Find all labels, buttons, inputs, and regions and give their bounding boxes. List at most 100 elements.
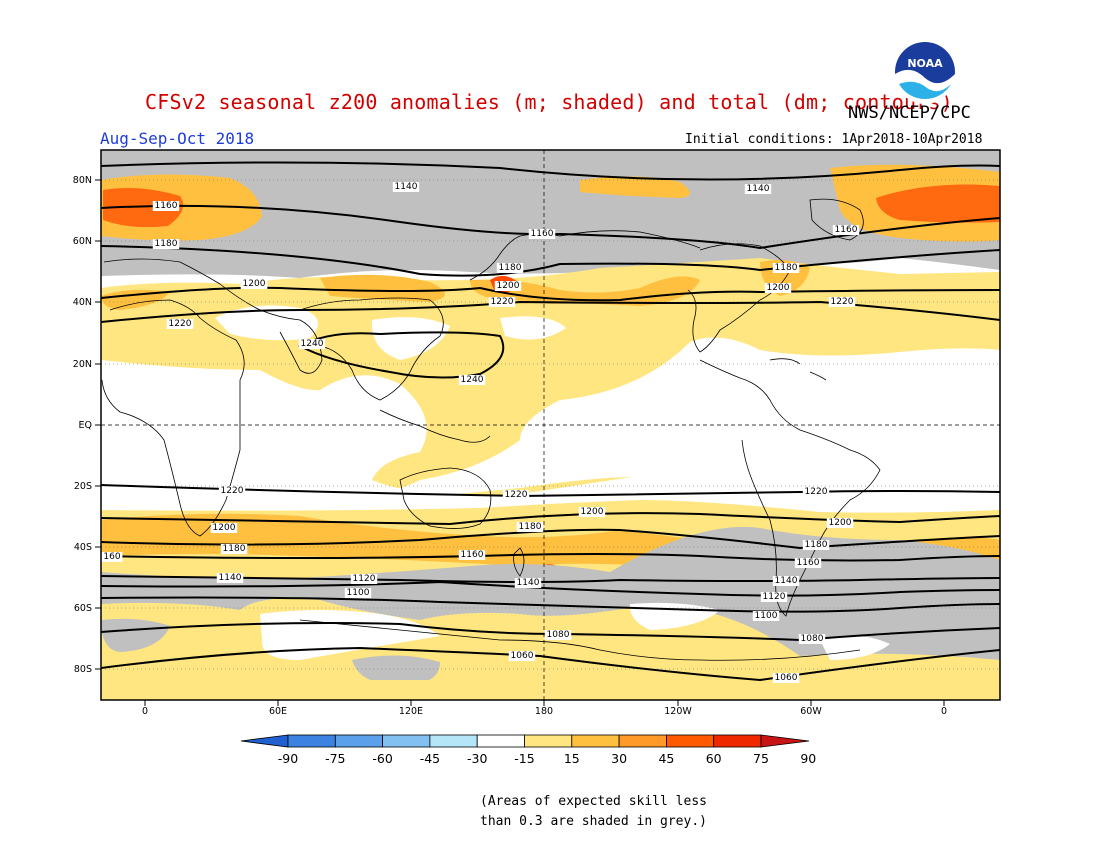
colorbar-swatch	[287, 734, 336, 748]
colorbar-swatch	[666, 734, 715, 748]
lat-label: 20N	[73, 359, 92, 370]
colorbar-tick-label: 75	[753, 751, 769, 766]
noaa-logo-text: NOAA	[907, 57, 943, 70]
colorbar-swatch	[476, 734, 525, 748]
contour-label-bg	[794, 558, 822, 568]
contour-label-bg	[344, 588, 372, 598]
contour-label: 160	[103, 552, 120, 562]
longitude-axis: 0 60E 120E 180 120W 60W 0	[142, 700, 947, 717]
contour-label: 1140	[747, 184, 770, 194]
lon-label: 0	[142, 706, 148, 717]
contour-label-bg	[508, 651, 536, 661]
contour-label: 1160	[835, 225, 858, 235]
contour-label-bg	[772, 576, 800, 586]
contour-label-bg	[516, 522, 544, 532]
contour-label: 1180	[519, 522, 542, 532]
contour-1060-south	[101, 646, 1000, 682]
contour-label: 1100	[755, 611, 778, 621]
colorbar-swatch	[524, 734, 573, 748]
contour-1220-south	[101, 484, 1000, 498]
latitude-axis: 80N 60N 40N 20N EQ 20S 40S 60S 80S	[73, 175, 101, 675]
colorbar-swatch	[713, 734, 762, 748]
contour-label-bg	[760, 592, 788, 602]
contour-label-bg	[494, 281, 522, 291]
orange-arctic	[580, 176, 690, 198]
contour-label: 1120	[353, 574, 376, 584]
colorbar: -90 -75 -60 -45 -30 -15 15 30 45 60 75 90	[240, 734, 816, 766]
contour-label-bg	[488, 297, 516, 307]
contour-label: 1080	[547, 630, 570, 640]
contour-label: 1100	[347, 588, 370, 598]
contour-label-bg	[772, 263, 800, 273]
contour-label-bg	[528, 229, 556, 239]
yellow-antarctic	[101, 680, 1000, 700]
lon-label: 120E	[399, 706, 423, 717]
red-atlantic-n	[876, 184, 1000, 223]
contour-label: 1180	[223, 544, 246, 554]
contour-label-bg	[298, 339, 326, 349]
colorbar-tick-label: -90	[278, 751, 298, 766]
contour-label: 1160	[531, 229, 554, 239]
contour-label: 1200	[767, 283, 790, 293]
contour-label: 1220	[491, 297, 514, 307]
lat-label: EQ	[79, 420, 92, 431]
contour-label: 1200	[213, 523, 236, 533]
contour-label-bg	[240, 279, 268, 289]
lat-label: 80S	[74, 664, 92, 675]
skill-note: (Areas of expected skill less than 0.3 a…	[480, 792, 707, 832]
colorbar-tick-label: -15	[514, 751, 534, 766]
contour-label-bg	[802, 540, 830, 550]
orange-nh-west	[101, 289, 170, 310]
contour-label-bg	[220, 544, 248, 554]
colorbar-swatch	[429, 734, 478, 748]
contour-label: 1080	[801, 634, 824, 644]
contour-label-bg	[828, 297, 856, 307]
lon-label: 120W	[664, 706, 692, 717]
contour-label-bg	[826, 518, 854, 528]
colorbar-tick-label: -75	[325, 751, 345, 766]
contour-label: 1160	[461, 550, 484, 560]
map-title: CFSv2 seasonal z200 anomalies (m; shaded…	[145, 90, 953, 114]
contour-label-bg	[166, 319, 194, 329]
colorbar-tick-label: 15	[564, 751, 580, 766]
colorbar-swatch	[382, 734, 431, 748]
contour-label-bg	[544, 630, 572, 640]
contour-label: 1140	[775, 576, 798, 586]
contour-label: 1180	[775, 263, 798, 273]
lat-label: 40N	[73, 297, 92, 308]
contour-label: 1140	[395, 182, 418, 192]
contour-label: 1120	[763, 592, 786, 602]
orange-asia-mid	[320, 274, 445, 302]
lon-label: 60W	[800, 706, 822, 717]
contour-label: 1200	[581, 507, 604, 517]
red-eurasia-n	[103, 188, 184, 228]
colorbar-tick-label: -60	[372, 751, 392, 766]
contour-label-bg	[218, 486, 246, 496]
colorbar-tick-label: 60	[706, 751, 722, 766]
lat-label: 40S	[74, 542, 92, 553]
noaa-logo: NOAA	[895, 42, 955, 104]
contour-label-bg	[496, 263, 524, 273]
white-sh-mid	[101, 466, 1000, 513]
white-antarctic-3	[820, 635, 890, 660]
lat-label: 20S	[74, 481, 92, 492]
contour-label: 1200	[243, 279, 266, 289]
initial-conditions: Initial conditions: 1Apr2018-10Apr2018	[685, 132, 983, 147]
contour-label-bg	[392, 182, 420, 192]
contour-label-bg	[832, 225, 860, 235]
contour-1120-south	[101, 580, 1000, 597]
colorbar-tick-label: -45	[420, 751, 440, 766]
contour-label-bg	[216, 573, 244, 583]
forecast-period: Aug-Sep-Oct 2018	[100, 129, 255, 148]
contour-label: 1220	[505, 490, 528, 500]
white-arabia	[215, 305, 318, 341]
contour-label: 1220	[169, 319, 192, 329]
contour-label-bg	[350, 574, 378, 584]
contour-label-bg	[514, 578, 542, 588]
contour-label: 1180	[155, 239, 178, 249]
contour-label: 1200	[829, 518, 852, 528]
colorbar-swatch	[571, 734, 620, 748]
contour-label: 1060	[511, 651, 534, 661]
colorbar-tick-label: 90	[800, 751, 816, 766]
